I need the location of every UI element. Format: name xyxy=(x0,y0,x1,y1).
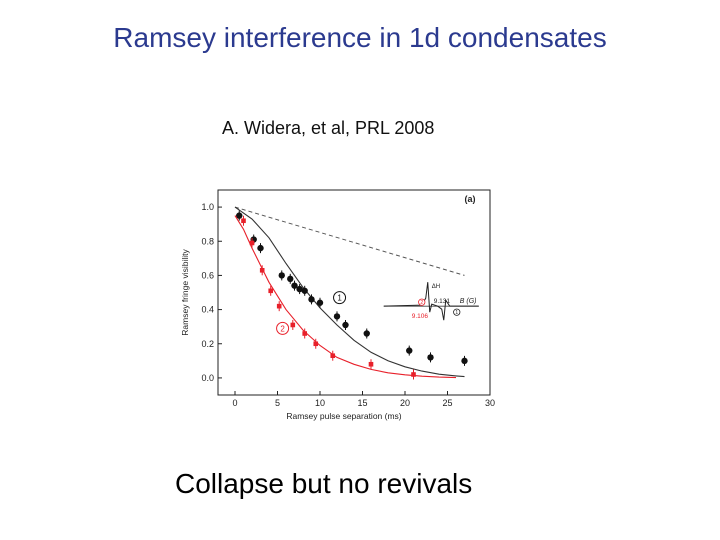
fit-curve-1 xyxy=(234,206,465,378)
data-point-1 xyxy=(427,354,434,361)
series-marker-circle xyxy=(276,321,290,335)
data-point-2 xyxy=(259,267,265,273)
data-point-2 xyxy=(302,331,307,336)
x-tick-label: 25 xyxy=(442,398,452,408)
y-tick-label: 0.4 xyxy=(201,305,214,315)
inset-tick-label: 9.106 xyxy=(412,313,429,320)
dashed-envelope-line xyxy=(234,206,465,276)
inset-trace xyxy=(383,282,479,321)
y-tick-label: 0.8 xyxy=(201,236,214,246)
x-tick-label: 15 xyxy=(357,398,367,408)
data-point-2 xyxy=(249,240,255,246)
plot-frame xyxy=(217,189,491,396)
y-axis-label: Ramsey fringe visibility xyxy=(180,249,190,336)
data-point-2 xyxy=(290,322,296,328)
slide-title: Ramsey interference in 1d condensates xyxy=(113,22,607,53)
y-tick-label: 1.0 xyxy=(201,202,214,212)
data-point-1 xyxy=(301,287,308,294)
x-tick-label: 5 xyxy=(275,398,280,408)
inset-marker-label: 1 xyxy=(455,310,458,316)
data-point-1 xyxy=(291,282,298,289)
inset-marker-circle xyxy=(453,308,461,316)
inset-marker-label: 2 xyxy=(420,300,423,306)
citation: A. Widera, et al, PRL 2008 xyxy=(222,118,435,138)
data-point-1 xyxy=(308,296,315,303)
x-tick-label: 0 xyxy=(232,398,237,408)
data-point-2 xyxy=(330,353,336,359)
data-point-1 xyxy=(316,299,324,306)
data-point-1 xyxy=(342,321,349,329)
data-point-1 xyxy=(236,212,243,219)
y-tick-label: 0.2 xyxy=(201,339,214,349)
data-point-1 xyxy=(257,244,264,252)
inset-axis-label: B (G) xyxy=(460,298,477,305)
inset-corner-label: ΔH xyxy=(432,284,440,290)
series-marker-label: 2 xyxy=(280,324,285,333)
data-point-1 xyxy=(296,285,303,293)
data-point-2 xyxy=(268,288,273,294)
y-tick-label: 0.0 xyxy=(201,373,214,383)
y-tick-label: 0.6 xyxy=(201,270,214,280)
data-point-1 xyxy=(406,347,413,354)
x-tick-label: 30 xyxy=(485,398,495,408)
data-point-2 xyxy=(313,341,319,347)
data-point-1 xyxy=(278,272,285,279)
data-point-2 xyxy=(241,218,246,224)
slide-caption: Collapse but no revivals xyxy=(175,468,473,499)
panel-label: (a) xyxy=(465,194,476,204)
series-marker-circle xyxy=(333,291,347,305)
x-axis-label: Ramsey pulse separation (ms) xyxy=(286,411,401,421)
inset-tick-label: 9.131 xyxy=(434,298,451,305)
data-point-1 xyxy=(333,313,341,320)
visibility-chart: 0 5 10 15 20 25 30 0.0 0.2 0.4 0.6 0.8 1.0 Ramsey pul… xyxy=(180,189,495,421)
data-point-2 xyxy=(276,303,282,309)
data-point-2 xyxy=(368,361,374,367)
data-point-1 xyxy=(363,330,370,337)
data-point-2 xyxy=(411,372,416,377)
fit-curve-2 xyxy=(234,215,457,379)
chart-marks xyxy=(234,206,479,380)
x-tick-label: 10 xyxy=(315,398,325,408)
chart-labels: 0 5 10 15 20 25 30 0.0 0.2 0.4 0.6 0.8 1.0 Ramsey pul… xyxy=(180,194,495,421)
inset-marker-circle xyxy=(418,298,426,306)
inset-plot xyxy=(383,282,479,321)
x-tick-label: 20 xyxy=(400,398,410,408)
data-point-1 xyxy=(461,357,468,365)
data-point-1 xyxy=(287,275,294,283)
chart-axes xyxy=(217,189,491,396)
series-marker-label: 1 xyxy=(337,294,342,303)
